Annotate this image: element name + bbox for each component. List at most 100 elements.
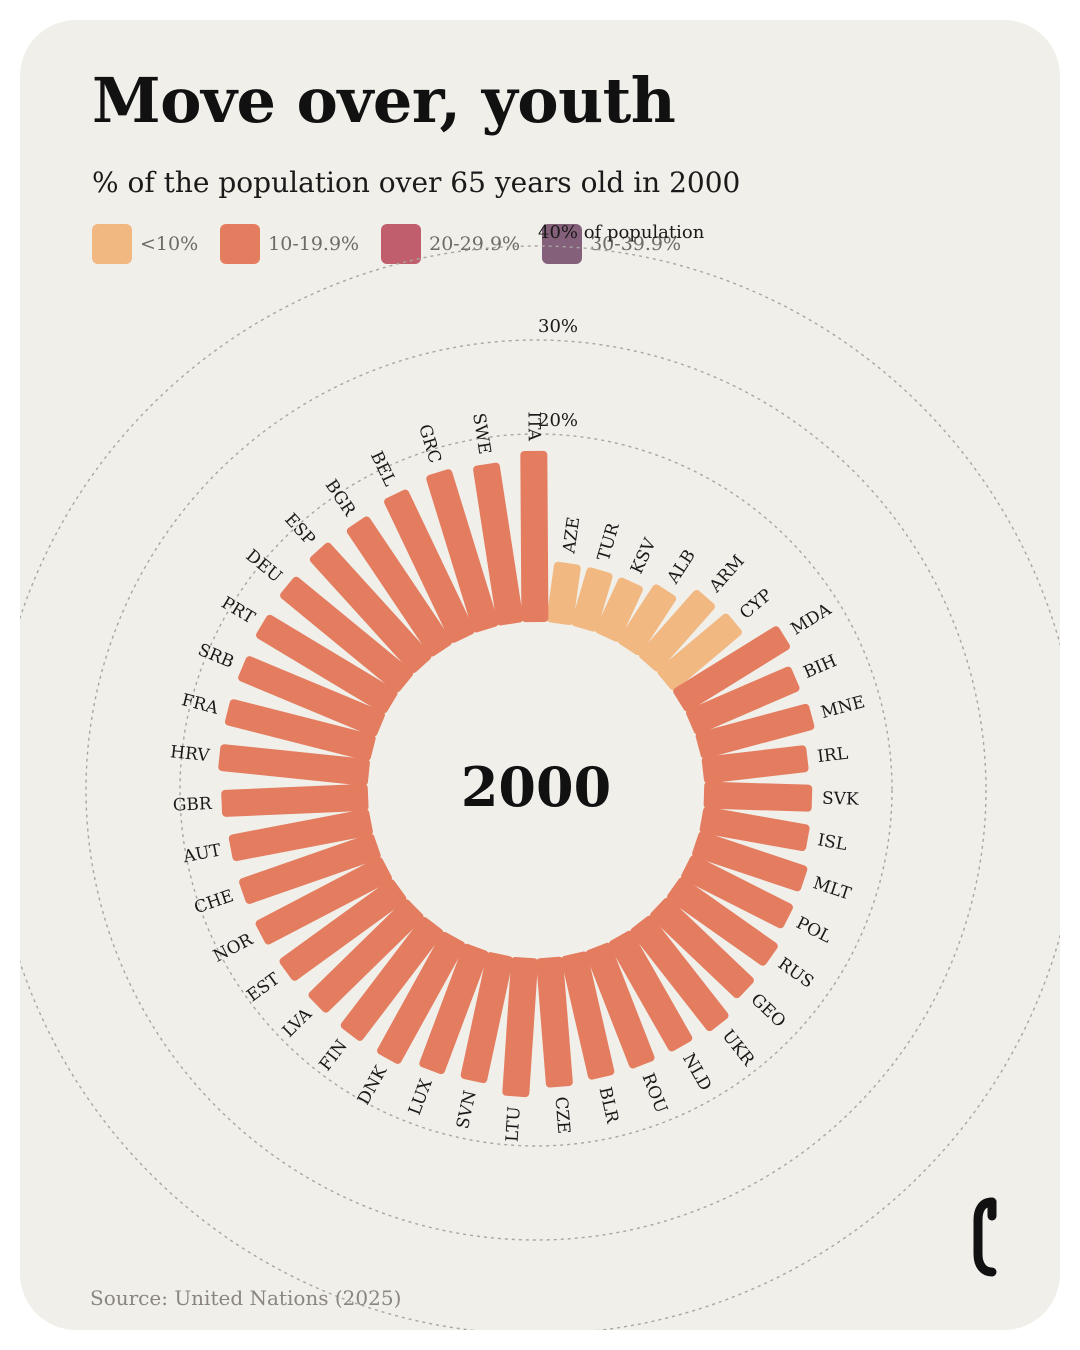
bar-group-grc [426,469,499,633]
bar-blr [561,951,615,1080]
bar-group-ukr [630,915,729,1032]
country-label-grc: GRC [414,422,445,466]
country-label-arm: ARM [705,551,749,597]
bar-ltu [502,956,539,1098]
country-label-isl: ISL [816,830,849,855]
bar-group-cze [536,956,573,1088]
country-label-ksv: KSV [627,535,661,577]
bar-group-isl [699,806,810,852]
chart-title: Move over, youth [92,64,676,137]
bar-group-ltu [502,956,539,1098]
country-label-ita: ITA [524,411,544,441]
country-label-bel: BEL [366,448,400,489]
legend-label: 20-29.9% [429,233,521,255]
bar-group-tur [571,567,613,632]
country-label-aze: AZE [559,516,584,556]
country-label-mlt: MLT [810,873,854,904]
ring-label: 30% [538,316,578,337]
country-label-svk: SVK [822,789,860,810]
bar-group-deu [280,576,414,693]
bar-group-lux [419,943,489,1075]
country-label-ltu: LTU [503,1106,525,1143]
ring-20 [179,433,893,1147]
bar-rou [585,942,655,1069]
bar-group-dnk [377,931,466,1064]
country-label-alb: ALB [663,546,700,588]
ring-labels: 20% 30% 40% of population [538,222,705,431]
bar-cyp [657,613,742,691]
bar-mne [695,703,815,759]
bar-group-nld [608,930,693,1052]
bars [218,450,815,1098]
bar-group-swe [473,462,524,626]
bar-bih [686,666,800,735]
bar-group-srb [238,656,385,737]
legend-swatch [542,224,583,264]
bar-grc [426,469,499,633]
legend-item-10-20: 10-19.9% [220,224,359,264]
bar-arm [638,589,715,672]
bar-group-ita [520,450,549,623]
bar-hrv [218,744,370,786]
bar-group-bel [384,489,475,643]
country-label-mne: MNE [819,692,867,723]
bar-group-mlt [692,831,808,892]
bar-group-aut [228,809,373,862]
bar-group-che [239,833,381,904]
country-label-lva: LVA [279,1004,317,1042]
country-label-bih: BIH [801,651,840,683]
bar-nld [608,930,693,1052]
bar-group-nor [255,857,392,945]
bar-irl [701,745,809,784]
bar-group-rou [585,942,655,1069]
bar-isl [699,806,810,852]
bar-geo [650,897,754,999]
country-label-rou: ROU [637,1070,671,1116]
card: Move over, youth % of the population ove… [20,20,1060,1330]
country-label-pol: POL [793,913,835,947]
bar-group-fra [224,699,376,761]
bar-est [279,879,407,981]
legend-item-20-30: 20-29.9% [381,224,520,264]
bar-alb [618,584,677,656]
country-label-tur: TUR [594,520,624,564]
legend-label: 10-19.9% [268,233,360,255]
bar-fra [224,699,376,761]
bar-mlt [692,831,808,892]
country-label-esp: ESP [280,510,319,550]
bar-group-pol [681,855,793,929]
bar-group-irl [701,745,809,784]
bar-group-arm [638,589,715,672]
bar-aut [228,809,373,862]
source-note: Source: United Nations (2025) [90,1286,402,1310]
bar-bgr [346,516,453,657]
country-label-mda: MDA [788,599,836,639]
country-label-bgr: BGR [321,476,360,521]
ring-30 [85,339,987,1241]
country-label-hrv: HRV [169,742,211,766]
country-label-blr: BLR [594,1085,622,1126]
country-label-cyp: CYP [736,585,776,623]
bar-ukr [630,915,729,1032]
legend-label: 30-39.9% [590,233,682,255]
bar-svn [460,952,513,1084]
bar-ksv [595,577,643,642]
country-label-ukr: UKR [718,1026,759,1071]
bar-group-prt [256,614,398,714]
legend-item-under-10: <10% [92,224,198,264]
ring-grid [20,245,1060,1330]
legend-swatch [220,224,261,264]
country-label-swe: SWE [468,412,494,456]
country-label-geo: GEO [747,990,790,1032]
bar-group-cyp [657,613,742,691]
bar-lux [419,943,489,1075]
country-label-irl: IRL [816,744,849,767]
legend-swatch [381,224,422,264]
bar-lva [308,899,424,1013]
bar-group-mne [695,703,815,759]
country-label-rus: RUS [774,954,817,993]
country-label-nld: NLD [678,1050,715,1094]
legend-item-30-40: 30-39.9% [542,224,681,264]
bar-group-mda [673,626,790,712]
bar-gbr [221,783,369,817]
